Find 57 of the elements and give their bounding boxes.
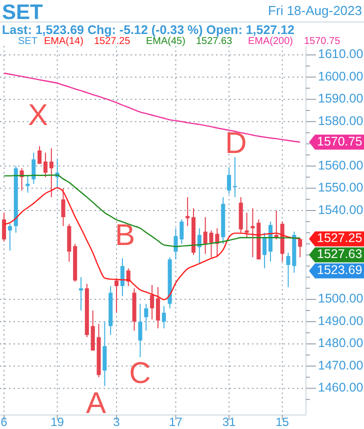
candlestick: [32, 152, 36, 184]
candlestick: [162, 306, 166, 329]
annotation: C: [129, 356, 151, 390]
candlestick: [150, 284, 154, 320]
text: SET: [18, 36, 38, 47]
candlestick: [203, 216, 208, 254]
candlestick: [38, 146, 42, 164]
y-tick-label: 1550.00: [318, 180, 364, 195]
text: 1570.75: [317, 134, 362, 148]
text: 1527.63: [317, 247, 362, 262]
candlestick: [49, 148, 54, 198]
x-tick-label: 19: [50, 415, 64, 429]
chart-subtitle: Last: 1,523.69 Chg: -5.12 (-0.33 %) Open: 1,527.12: [2, 23, 295, 37]
y-tick-label: 1470.00: [318, 358, 364, 372]
y-tick-label: 1590.00: [318, 92, 364, 106]
text: EMA(200): [248, 36, 294, 47]
y-tick-label: 1480.00: [318, 336, 364, 350]
x-tick-label: 17: [169, 415, 183, 429]
y-tick-label: 1560.00: [318, 158, 364, 172]
annotation: A: [86, 386, 106, 420]
candlestick: [227, 166, 232, 194]
candlestick: [186, 196, 190, 227]
text: 1527.25: [317, 231, 362, 246]
annotation: B: [114, 218, 136, 252]
y-tick-label: 1460.00: [318, 380, 364, 395]
chart-title: SET: [2, 1, 44, 24]
candlestick: [114, 278, 119, 314]
text: Fri 18-Aug-2023: [268, 3, 362, 18]
text: EMA(14): [44, 36, 84, 47]
annotation: 1570.75: [304, 36, 341, 47]
x-tick-label: 6: [0, 415, 8, 429]
annotation: X: [28, 98, 48, 132]
candlestick: [43, 152, 48, 178]
y-tick-label: 1580.00: [318, 114, 364, 128]
candlestick: [2, 212, 6, 242]
y-tick-label: 1540.00: [318, 202, 364, 217]
candlestick: [8, 223, 12, 252]
y-tick-label: 1600.00: [318, 69, 364, 84]
candlestick: [144, 303, 148, 332]
annotation: 1527.25: [94, 36, 131, 47]
x-tick-label: 31: [222, 415, 236, 429]
candlestick: [61, 188, 66, 227]
x-tick-label: 3: [113, 415, 120, 429]
candlestick: [262, 232, 267, 269]
y-tick-label: 1490.00: [318, 314, 364, 328]
candlestick: [138, 303, 142, 358]
candlestick: [120, 258, 124, 297]
text: EMA(45): [146, 36, 186, 47]
y-tick-label: 1500.00: [318, 292, 364, 306]
x-tick-label: 15: [276, 415, 290, 429]
annotation: D: [225, 126, 247, 160]
candlestick: [250, 208, 255, 258]
text: 1523.69: [317, 263, 362, 278]
annotation: 1527.63: [196, 36, 233, 47]
candlestick: [298, 238, 302, 258]
y-tick-label: 1610.00: [318, 47, 364, 62]
candlestick: [156, 286, 160, 329]
